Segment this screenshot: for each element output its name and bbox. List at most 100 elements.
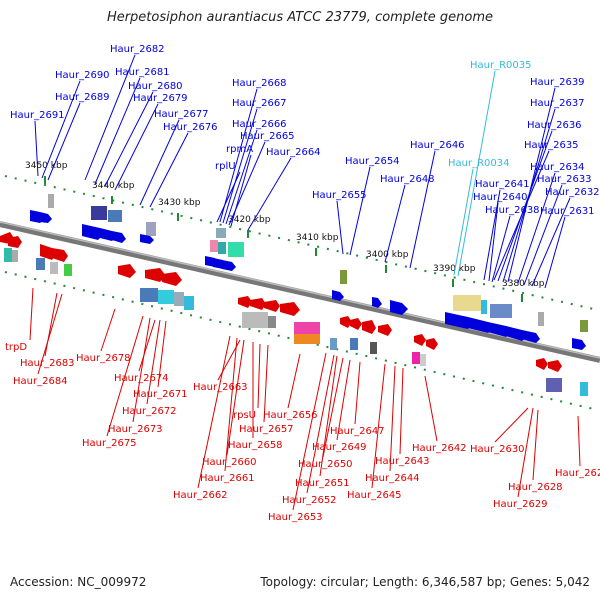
reverse-gene-leader (577, 415, 581, 467)
rna-gene-label[interactable]: Haur_R0035 (470, 60, 532, 71)
reverse-gene-label[interactable]: Haur_2643 (375, 456, 430, 467)
forward-gene-leader (491, 215, 511, 283)
reverse-gene-label[interactable]: Haur_2628 (508, 482, 563, 493)
reverse-gene-label[interactable]: Haur_2672 (122, 406, 177, 417)
forward-gene-label[interactable]: Haur_2664 (266, 147, 321, 158)
forward-gene-label[interactable]: Haur_2682 (110, 44, 165, 55)
reverse-gene-label[interactable]: Haur_2649 (312, 442, 367, 453)
forward-gene-label[interactable]: Haur_2677 (154, 109, 209, 120)
forward-gene-leader (104, 91, 154, 187)
reverse-gene-leader (371, 363, 386, 489)
reverse-gene-label[interactable]: Haur_2660 (202, 457, 257, 468)
reverse-strand-features (0, 232, 588, 396)
forward-gene-label[interactable]: Haur_2631 (540, 206, 595, 217)
reverse-gene-label[interactable]: Haur_2683 (20, 358, 75, 369)
reverse-gene-label[interactable]: Haur_2671 (133, 389, 188, 400)
reverse-gene-leader (532, 409, 539, 481)
forward-gene-label[interactable]: Haur_2640 (473, 192, 528, 203)
scale-tick-label: 3420 kbp (228, 215, 271, 225)
reverse-gene-leader (132, 317, 151, 423)
accession-label: Accession: NC_009972 (10, 575, 147, 589)
reverse-gene-label[interactable]: Haur_2645 (347, 490, 402, 501)
reverse-gene-label[interactable]: Haur_2663 (193, 382, 248, 393)
forward-gene-label[interactable]: Haur_2680 (128, 81, 183, 92)
forward-gene-label[interactable]: rplU (215, 161, 236, 172)
reverse-gene-leader (399, 367, 404, 455)
reverse-gene-label[interactable]: Haur_2678 (76, 353, 131, 364)
forward-gene-label[interactable]: Haur_2633 (537, 174, 592, 185)
forward-gene-label[interactable]: Haur_2655 (312, 190, 367, 201)
forward-gene-label[interactable]: rpmA (226, 144, 253, 155)
reverse-gene-label[interactable]: Haur_2684 (13, 376, 68, 387)
reverse-gene-labels: trpD Haur_2683 Haur_2684 Haur_2678 Haur_2674… (5, 287, 600, 523)
reverse-gene-label[interactable]: Haur_2662 (173, 490, 228, 501)
reverse-gene-leader (224, 337, 238, 472)
reverse-gene-label[interactable]: Haur_2661 (200, 473, 255, 484)
forward-gene-label[interactable]: Haur_2666 (232, 119, 287, 130)
forward-gene-label[interactable]: Haur_2654 (345, 156, 400, 167)
reverse-gene-label[interactable]: Haur_2658 (228, 440, 283, 451)
forward-gene-label[interactable]: Haur_2637 (530, 98, 585, 109)
forward-gene-leader (114, 103, 159, 191)
forward-gene-label[interactable]: Haur_2646 (410, 140, 465, 151)
forward-gene-leader (41, 80, 81, 179)
forward-gene-leader (219, 88, 258, 223)
forward-gene-leader (222, 108, 258, 224)
forward-gene-label[interactable]: Haur_2638 (485, 205, 540, 216)
rna-gene-leader (457, 70, 496, 277)
forward-gene-label[interactable]: Haur_2635 (524, 140, 579, 151)
reverse-gene-leader (44, 292, 58, 357)
forward-gene-label[interactable]: Haur_2681 (115, 67, 170, 78)
reverse-gene-label[interactable]: Haur_2651 (295, 478, 350, 489)
reverse-gene-label[interactable]: Haur_2656 (263, 410, 318, 421)
reverse-gene-leader (319, 355, 338, 477)
reverse-gene-label[interactable]: Haur_2625 (555, 468, 600, 479)
forward-gene-label[interactable]: Haur_2676 (163, 122, 218, 133)
rna-gene-labels: Haur_R0035 Haur_R0034 (448, 60, 532, 277)
genome-backbone (0, 221, 600, 363)
forward-gene-label[interactable]: Haur_2639 (530, 77, 585, 88)
forward-gene-leader (488, 202, 499, 282)
forward-gene-label[interactable]: Haur_2679 (133, 93, 188, 104)
forward-gene-label[interactable]: Haur_2665 (240, 131, 295, 142)
reverse-gene-label[interactable]: Haur_2675 (82, 438, 137, 449)
forward-gene-leader (225, 129, 258, 225)
reverse-gene-leader (517, 407, 534, 498)
forward-gene-leader (47, 102, 81, 181)
reverse-gene-label[interactable]: Haur_2674 (114, 373, 169, 384)
forward-gene-leader (384, 184, 406, 263)
reverse-gene-leader (226, 339, 245, 456)
reverse-gene-label[interactable]: Haur_2673 (108, 424, 163, 435)
forward-gene-label[interactable]: Haur_2632 (545, 187, 600, 198)
reverse-gene-label[interactable]: rpsU (233, 410, 256, 421)
forward-gene-label[interactable]: Haur_2691 (10, 110, 65, 121)
reverse-gene-label[interactable]: Haur_2629 (493, 499, 548, 510)
reverse-gene-label[interactable]: Haur_2644 (365, 473, 420, 484)
forward-gene-label[interactable]: Haur_2641 (475, 179, 530, 190)
reverse-gene-label[interactable]: Haur_2652 (282, 495, 337, 506)
forward-gene-label[interactable]: Haur_2667 (232, 98, 287, 109)
forward-gene-label[interactable]: Haur_2634 (530, 162, 585, 173)
rna-gene-label[interactable]: Haur_R0034 (448, 158, 510, 169)
forward-gene-leader (507, 87, 556, 283)
reverse-gene-label[interactable]: Haur_2653 (268, 512, 323, 523)
reverse-gene-label[interactable]: Haur_2642 (412, 443, 467, 454)
reverse-gene-label[interactable]: Haur_2647 (330, 426, 385, 437)
reverse-gene-label[interactable]: Haur_2650 (298, 459, 353, 470)
reverse-gene-leader (287, 353, 301, 409)
forward-gene-label[interactable]: Haur_2648 (380, 174, 435, 185)
forward-gene-label[interactable]: Haur_2690 (55, 70, 110, 81)
forward-gene-label[interactable]: Haur_2668 (232, 78, 287, 89)
reverse-gene-leader (354, 361, 361, 425)
reverse-gene-label[interactable]: trpD (5, 342, 27, 353)
reverse-gene-leader (322, 357, 344, 458)
forward-gene-leader (531, 197, 571, 287)
reverse-gene-label[interactable]: Haur_2630 (470, 444, 525, 455)
reverse-gene-label[interactable]: Haur_2657 (239, 424, 294, 435)
forward-gene-label[interactable]: Haur_2636 (527, 120, 582, 131)
forward-gene-leader (544, 216, 566, 289)
forward-gene-label[interactable]: Haur_2689 (55, 92, 110, 103)
forward-gene-leader (94, 77, 141, 185)
